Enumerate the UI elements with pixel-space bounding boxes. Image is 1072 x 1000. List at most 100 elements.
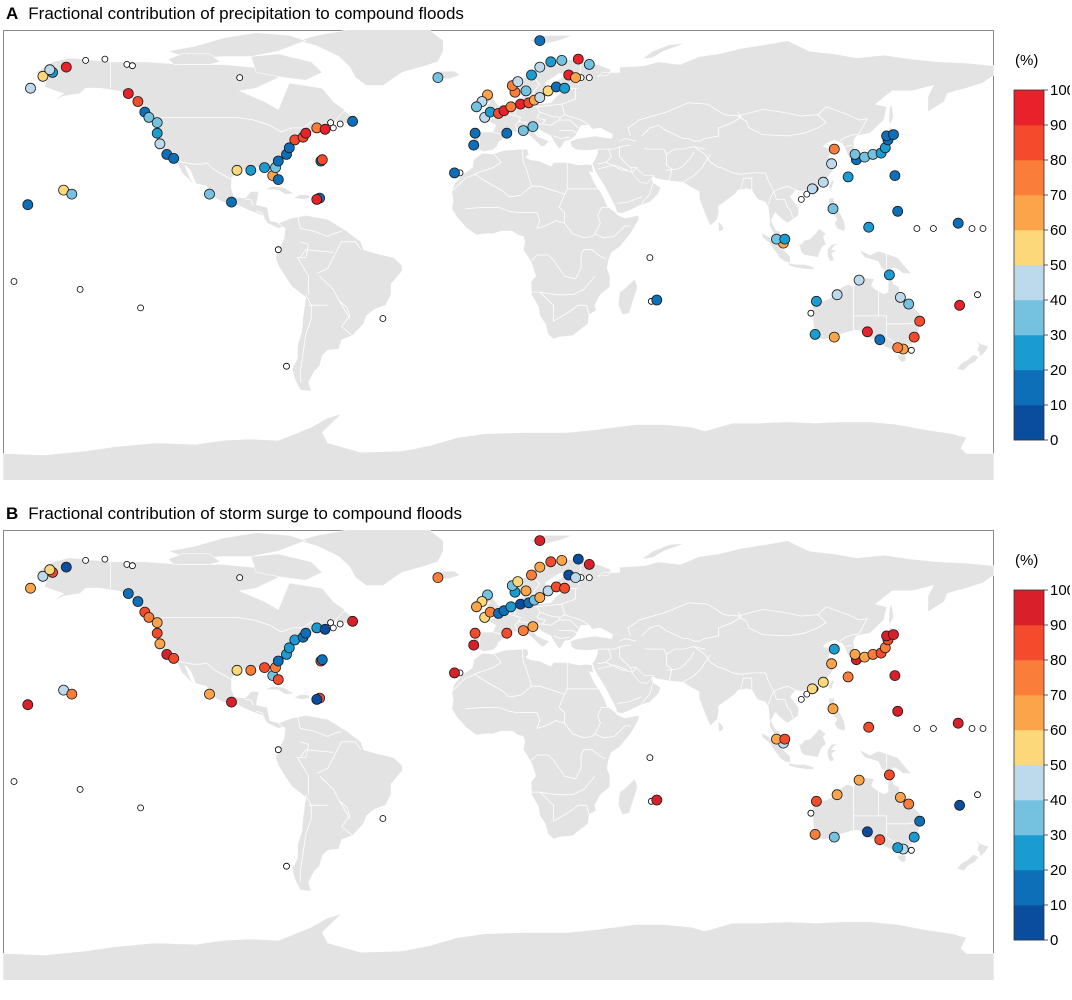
site-marker [526, 69, 537, 81]
land-tasmania [897, 854, 907, 863]
site-markers [22, 535, 965, 855]
border-line [316, 241, 362, 274]
site-marker [892, 705, 904, 717]
site-marker [892, 205, 904, 217]
site-marker [908, 331, 920, 343]
site-marker [469, 627, 481, 639]
panel-b-letter: B [6, 504, 19, 523]
site-marker [151, 117, 163, 128]
site-marker [914, 815, 926, 827]
site-marker [583, 559, 595, 570]
border-line [536, 103, 566, 118]
colorbar-tick-label: 80 [1050, 152, 1067, 169]
site-marker [809, 828, 821, 840]
colorbar-tick-label: 20 [1050, 362, 1067, 379]
colorbar-tick-label: 0 [1050, 932, 1058, 949]
site-marker [505, 101, 517, 113]
site-marker [534, 92, 546, 103]
border-line [641, 111, 742, 142]
site-marker-empty [797, 195, 805, 203]
site-marker [37, 570, 49, 582]
border-line [644, 647, 673, 681]
border-line [296, 741, 310, 795]
site-marker-empty [76, 285, 84, 293]
border-line [531, 249, 607, 280]
border-line [619, 138, 637, 142]
site-marker [903, 798, 915, 810]
site-marker [168, 652, 180, 664]
site-marker [122, 588, 134, 599]
site-marker [853, 774, 865, 786]
site-marker [651, 294, 663, 306]
site-marker-empty [128, 562, 136, 570]
colorbar-segment [1014, 90, 1044, 126]
site-marker [534, 535, 546, 547]
land-cuba [264, 685, 296, 695]
colorbar-tick-label: 40 [1050, 792, 1067, 809]
border-line [641, 611, 742, 642]
country-borders [110, 58, 920, 383]
site-marker [874, 834, 886, 846]
border-line [531, 775, 596, 796]
site-marker-empty [283, 362, 290, 370]
site-marker [831, 789, 843, 801]
site-marker [469, 127, 481, 139]
site-marker [44, 564, 56, 576]
landmasses [3, 530, 994, 980]
border-line [539, 291, 590, 322]
site-marker [892, 342, 904, 354]
site-marker-empty [930, 225, 937, 232]
site-marker [806, 683, 818, 695]
site-marker [889, 670, 901, 682]
site-marker [22, 699, 34, 711]
land-greenland [296, 30, 444, 86]
site-marker [449, 167, 460, 179]
site-marker-empty [123, 561, 131, 568]
land-alaska-islands [30, 601, 53, 608]
border-line [176, 660, 231, 680]
site-marker [827, 203, 839, 215]
land-alaska-islands [30, 101, 53, 108]
panel-a-colorbar-unit: (%) [1015, 52, 1039, 69]
land-taiwan [828, 679, 835, 690]
border-line [682, 654, 711, 683]
site-marker [132, 96, 144, 107]
site-marker [874, 334, 886, 346]
site-marker [25, 582, 36, 594]
site-marker-empty [82, 556, 89, 564]
border-line [641, 183, 654, 204]
site-marker [311, 193, 323, 205]
site-marker [570, 572, 581, 583]
site-marker [849, 649, 861, 660]
border-line [594, 206, 609, 234]
site-marker [895, 791, 906, 803]
border-line [594, 706, 609, 734]
land-africa [451, 148, 640, 340]
land-south-america [275, 714, 403, 892]
site-marker-empty [974, 291, 981, 299]
site-marker [468, 139, 480, 151]
colorbar-segment [1014, 660, 1044, 696]
border-line [666, 646, 706, 655]
site-marker [572, 553, 584, 565]
site-marker [151, 617, 163, 628]
site-marker [272, 655, 284, 667]
colorbar-segment [1014, 405, 1044, 441]
border-line [845, 644, 853, 647]
site-marker [862, 326, 873, 338]
land-new-zealand-north [974, 838, 989, 858]
border-line [542, 619, 560, 626]
site-marker [954, 799, 965, 811]
site-marker [316, 654, 328, 666]
border-line [299, 249, 334, 258]
site-marker [828, 331, 840, 343]
site-marker [826, 158, 837, 170]
site-marker-empty [585, 574, 593, 581]
panel-a-colorbar: 1009080706050403020100 [1013, 82, 1070, 449]
land-baffin [250, 53, 323, 81]
border-line [299, 794, 312, 883]
no-data-sites [10, 55, 987, 370]
site-marker [154, 638, 166, 650]
site-marker-empty [968, 225, 976, 232]
border-line [316, 741, 362, 774]
